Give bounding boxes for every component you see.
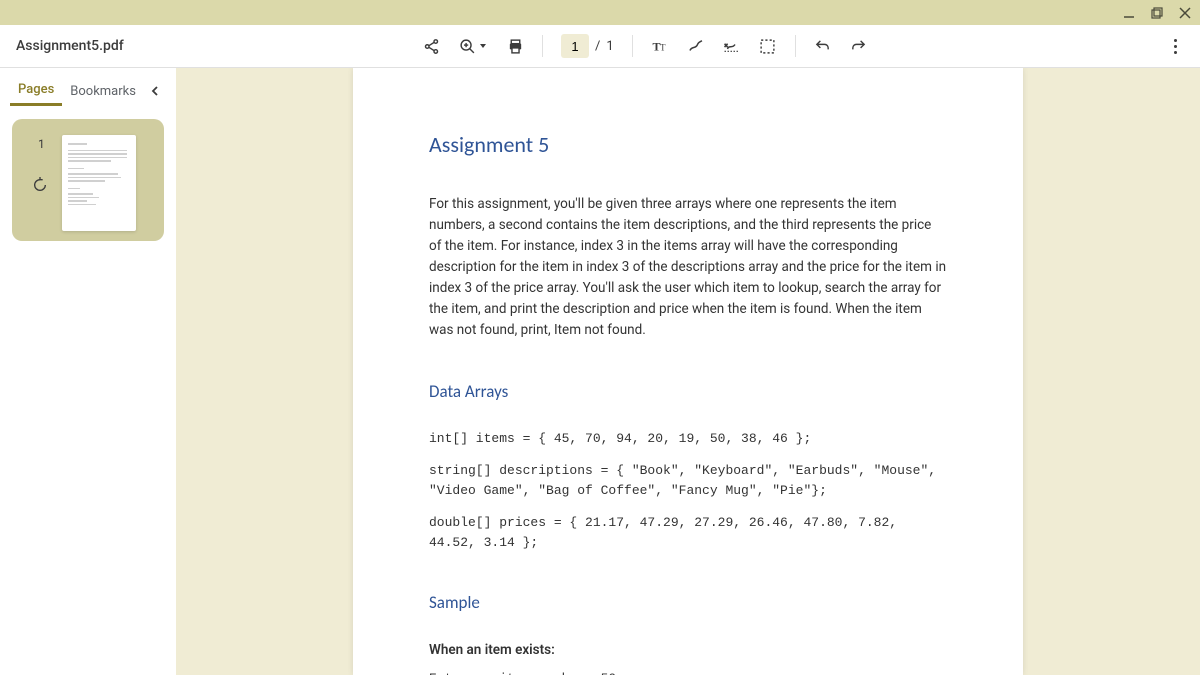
page-separator: /	[595, 39, 600, 54]
thumbnail-page-number: 1	[38, 137, 45, 151]
toolbar: Assignment5.pdf / 1 TT	[0, 25, 1200, 68]
current-page-input[interactable]	[561, 34, 589, 58]
heading-data-arrays: Data Arrays	[429, 379, 947, 405]
redo-icon[interactable]	[850, 37, 868, 55]
rotate-page-icon[interactable]	[32, 177, 48, 193]
heading-sample: Sample	[429, 590, 947, 616]
svg-text:T: T	[660, 43, 666, 53]
toolbar-divider	[795, 35, 796, 57]
code-items: int[] items = { 45, 70, 94, 20, 19, 50, …	[429, 429, 947, 449]
document-viewport[interactable]: Assignment 5 For this assignment, you'll…	[176, 68, 1200, 675]
maximize-button[interactable]	[1150, 6, 1164, 20]
undo-icon[interactable]	[814, 37, 832, 55]
toolbar-divider	[632, 35, 633, 57]
file-title: Assignment5.pdf	[16, 38, 124, 54]
doc-intro: For this assignment, you'll be given thr…	[429, 194, 947, 340]
signature-icon[interactable]: ×	[723, 37, 741, 55]
zoom-dropdown-icon[interactable]	[478, 41, 488, 51]
share-icon[interactable]	[422, 37, 440, 55]
sidebar: Pages Bookmarks 1	[0, 68, 176, 675]
thumbnail-selected[interactable]: 1	[12, 119, 164, 241]
text-tool-icon[interactable]: TT	[651, 37, 669, 55]
menu-icon[interactable]	[1166, 37, 1184, 55]
code-descriptions: string[] descriptions = { "Book", "Keybo…	[429, 461, 947, 501]
sample-output-1: Enter an item number. 50 Price for Bag o…	[429, 669, 947, 675]
draw-tool-icon[interactable]	[687, 37, 705, 55]
document-page: Assignment 5 For this assignment, you'll…	[353, 68, 1023, 675]
toolbar-divider	[542, 35, 543, 57]
close-button[interactable]	[1178, 6, 1192, 20]
page-input-group: / 1	[561, 34, 614, 58]
doc-title: Assignment 5	[429, 128, 947, 162]
code-prices: double[] prices = { 21.17, 47.29, 27.29,…	[429, 513, 947, 553]
minimize-button[interactable]	[1122, 6, 1136, 20]
tab-pages[interactable]: Pages	[10, 76, 62, 106]
zoom-icon[interactable]	[458, 37, 476, 55]
tab-bookmarks[interactable]: Bookmarks	[62, 78, 144, 105]
collapse-sidebar-icon[interactable]	[144, 80, 166, 102]
window-titlebar	[0, 0, 1200, 25]
print-icon[interactable]	[506, 37, 524, 55]
total-pages: 1	[606, 39, 613, 54]
label-when-exists: When an item exists:	[429, 640, 947, 661]
thumbnail-page	[62, 135, 136, 231]
select-area-icon[interactable]	[759, 37, 777, 55]
